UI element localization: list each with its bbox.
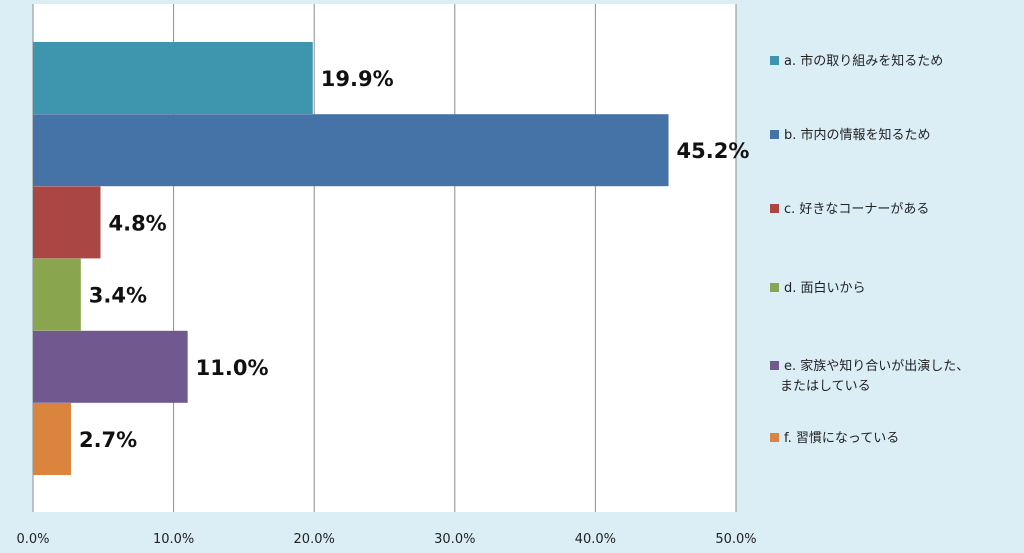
value-label: 2.7% bbox=[79, 428, 137, 452]
bars bbox=[33, 42, 669, 475]
value-label: 3.4% bbox=[89, 284, 147, 308]
bar bbox=[33, 42, 313, 114]
legend-marker bbox=[770, 204, 779, 213]
legend-marker bbox=[770, 433, 779, 442]
value-label: 11.0% bbox=[196, 356, 269, 380]
legend: a. 市の取り組みを知るため b. 市内の情報を知るため c. 好きなコーナーがある… bbox=[770, 53, 969, 446]
legend-marker bbox=[770, 283, 779, 292]
legend-label: d. 面白いから bbox=[784, 280, 866, 296]
legend-marker bbox=[770, 361, 779, 370]
value-label: 19.9% bbox=[321, 67, 394, 91]
value-labels: 19.9% 45.2% 4.8% 3.4% 11.0% 2.7% bbox=[79, 67, 749, 452]
legend-label: またはしている bbox=[780, 379, 871, 394]
legend-label: a. 市の取り組みを知るため bbox=[784, 53, 943, 69]
value-label: 45.2% bbox=[677, 139, 750, 163]
x-tick-label: 20.0% bbox=[294, 532, 335, 547]
legend-label: c. 好きなコーナーがある bbox=[784, 202, 929, 217]
x-tick-label: 50.0% bbox=[715, 532, 756, 547]
x-tick-label: 30.0% bbox=[434, 532, 475, 547]
bar bbox=[33, 114, 669, 187]
legend-marker bbox=[770, 130, 779, 139]
x-tick-label: 40.0% bbox=[575, 532, 616, 547]
bar bbox=[33, 258, 81, 331]
bar bbox=[33, 186, 101, 259]
legend-marker bbox=[770, 56, 779, 65]
x-tick-label: 10.0% bbox=[153, 532, 194, 547]
x-tick-label: 0.0% bbox=[16, 532, 49, 547]
legend-label: f. 習慣になっている bbox=[784, 430, 899, 446]
x-axis-ticks: 0.0% 10.0% 20.0% 30.0% 40.0% 50.0% bbox=[16, 532, 756, 547]
value-label: 4.8% bbox=[108, 211, 166, 235]
legend-label: b. 市内の情報を知るため bbox=[784, 127, 931, 143]
bar bbox=[33, 403, 71, 475]
bar bbox=[33, 330, 188, 403]
legend-label: e. 家族や知り合いが出演した、 bbox=[784, 358, 969, 374]
